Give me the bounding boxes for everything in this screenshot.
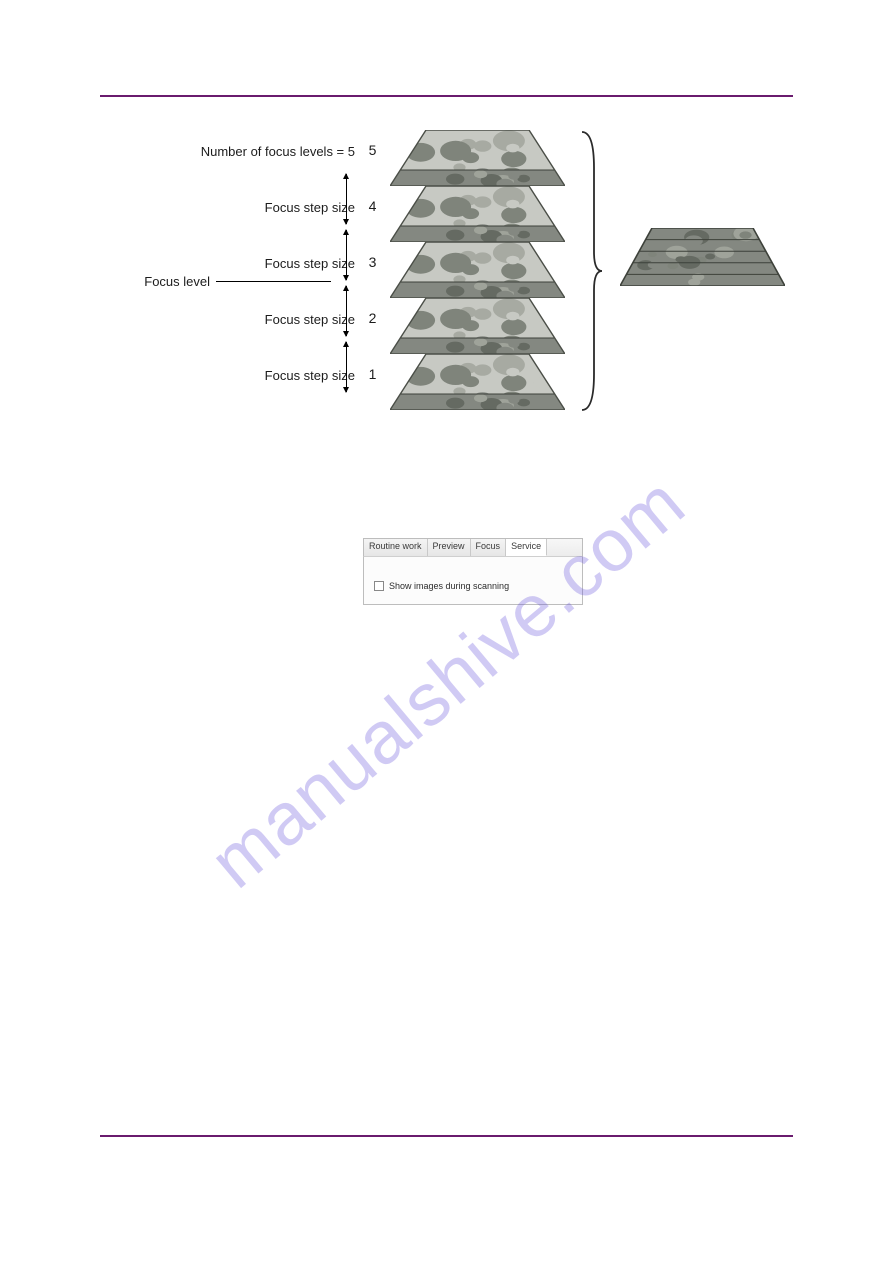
level-num-3: 3 <box>360 254 385 270</box>
tab-focus[interactable]: Focus <box>471 539 507 556</box>
level-num-1: 1 <box>360 366 385 382</box>
label-step-2: Focus step size <box>100 312 355 327</box>
rule-top <box>100 95 793 97</box>
tab-service[interactable]: Service <box>506 539 547 556</box>
service-tab-panel: Routine work Preview Focus Service Show … <box>363 538 583 594</box>
show-images-label: Show images during scanning <box>389 581 509 591</box>
focus-slab-4 <box>390 186 565 242</box>
arrow-3-4 <box>346 230 347 280</box>
focus-slab-5 <box>390 130 565 186</box>
result-trapezoid <box>620 228 785 286</box>
watermark: manualshive.com <box>193 460 700 905</box>
show-images-checkbox[interactable] <box>374 581 384 591</box>
brace-icon <box>578 128 604 414</box>
label-step-3: Focus step size <box>100 256 355 271</box>
label-step-4: Focus step size <box>100 200 355 215</box>
label-num-focus-levels: Number of focus levels = 5 <box>100 144 355 159</box>
rule-bottom <box>100 1135 793 1137</box>
focus-slab-1 <box>390 354 565 410</box>
focus-slab-2 <box>390 298 565 354</box>
arrow-2-3 <box>346 286 347 336</box>
arrow-4-5 <box>346 174 347 224</box>
level-num-4: 4 <box>360 198 385 214</box>
tab-routine-work[interactable]: Routine work <box>364 539 428 556</box>
focus-level-pointer <box>216 281 331 282</box>
tabbar: Routine work Preview Focus Service <box>363 538 583 557</box>
level-num-5: 5 <box>360 142 385 158</box>
label-focus-level: Focus level <box>70 274 210 289</box>
tab-preview[interactable]: Preview <box>428 539 471 556</box>
label-step-1: Focus step size <box>100 368 355 383</box>
level-num-2: 2 <box>360 310 385 326</box>
tab-body: Show images during scanning <box>363 557 583 605</box>
focus-stack-diagram: Number of focus levels = 5 Focus step si… <box>100 130 793 430</box>
arrow-1-2 <box>346 342 347 392</box>
focus-slab-3 <box>390 242 565 298</box>
